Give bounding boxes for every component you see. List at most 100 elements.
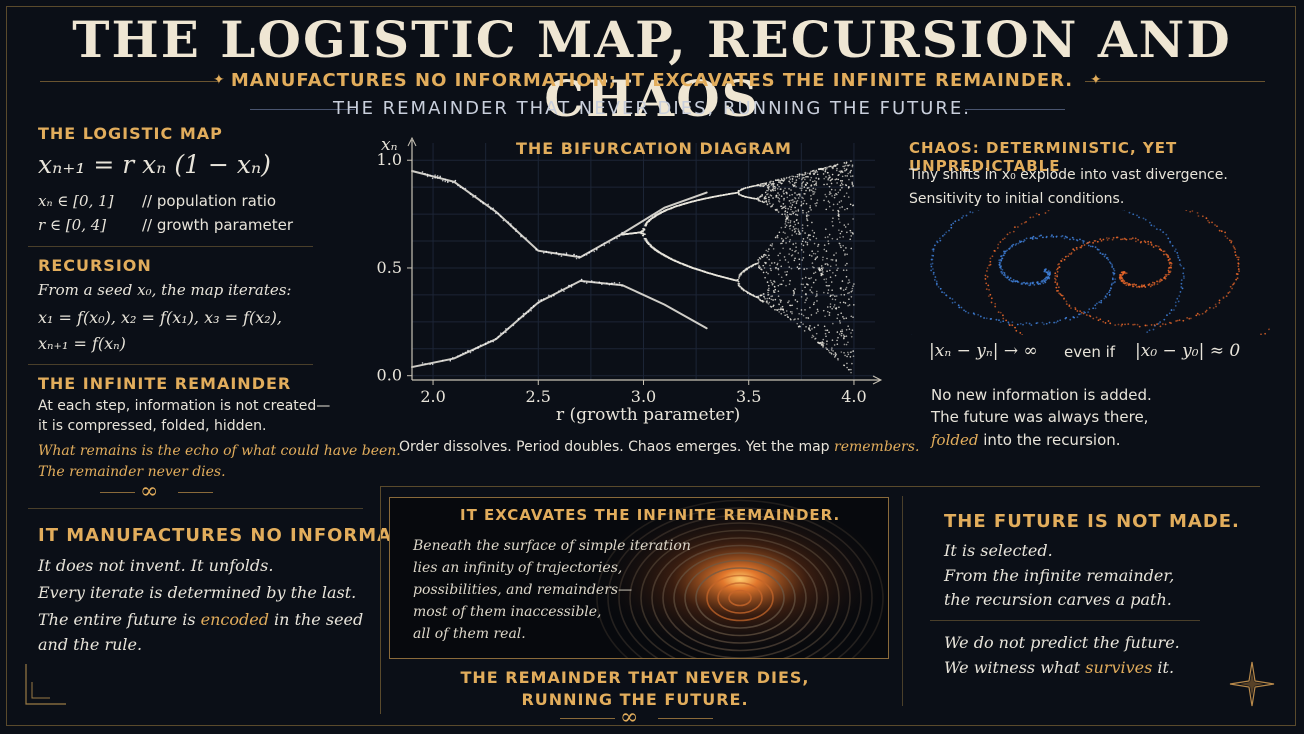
data-point xyxy=(811,336,813,339)
spiral-point xyxy=(1166,273,1168,276)
data-point xyxy=(643,233,646,236)
data-point xyxy=(834,354,837,357)
data-point xyxy=(804,309,806,311)
data-point xyxy=(778,311,780,313)
spiral-point xyxy=(1211,221,1213,224)
spiral-point xyxy=(1023,281,1025,284)
data-point xyxy=(547,294,550,297)
data-point xyxy=(795,210,797,212)
data-point xyxy=(578,257,580,259)
spiral-point xyxy=(1185,210,1188,212)
data-point xyxy=(709,272,711,275)
data-point xyxy=(452,181,454,184)
spiral-point xyxy=(994,305,997,308)
spiral-point xyxy=(1010,280,1013,282)
data-point xyxy=(813,183,816,186)
data-point xyxy=(795,200,798,203)
data-point xyxy=(545,251,548,253)
spiral-point xyxy=(1073,249,1076,252)
data-point xyxy=(459,354,462,356)
spiral-point xyxy=(1178,319,1181,321)
data-point xyxy=(827,292,829,294)
data-point xyxy=(785,216,788,218)
manufactures-line: It does not invent. It unfolds. xyxy=(38,556,274,575)
data-point xyxy=(774,187,776,190)
data-point xyxy=(761,294,763,296)
data-point xyxy=(608,283,611,286)
spiral-point xyxy=(1133,283,1136,286)
data-point xyxy=(828,284,831,287)
data-point xyxy=(845,286,848,289)
spiral-point xyxy=(1151,281,1154,284)
data-point xyxy=(756,198,758,200)
data-point xyxy=(780,265,783,268)
data-point xyxy=(809,325,811,327)
data-point xyxy=(817,243,820,246)
data-point xyxy=(800,283,803,286)
data-point xyxy=(778,200,781,203)
spiral-point xyxy=(1046,277,1049,280)
data-point xyxy=(839,301,842,304)
data-point xyxy=(848,368,850,371)
data-point xyxy=(645,239,648,241)
data-point xyxy=(812,303,815,306)
spiral-point xyxy=(989,293,992,296)
spiral-point xyxy=(1157,322,1160,325)
spiral-point xyxy=(1065,300,1068,303)
data-point xyxy=(431,363,434,366)
data-point xyxy=(831,220,834,223)
spiral-point xyxy=(1195,314,1198,317)
data-point xyxy=(793,211,795,214)
data-point xyxy=(809,289,811,291)
spiral-point xyxy=(1154,244,1157,247)
data-point xyxy=(837,313,839,316)
data-point xyxy=(616,283,618,286)
data-point xyxy=(644,223,647,226)
spiral-point xyxy=(1004,250,1007,253)
data-point xyxy=(774,236,777,239)
spiral-point xyxy=(1029,237,1032,240)
spiral-point xyxy=(1080,311,1083,314)
outer-frame xyxy=(6,6,1296,726)
data-point xyxy=(840,182,843,185)
data-point xyxy=(769,267,772,270)
vortex-ring xyxy=(684,559,796,637)
data-point xyxy=(768,258,770,261)
data-point xyxy=(801,224,804,226)
spiral-point xyxy=(950,226,953,229)
data-point xyxy=(813,266,815,269)
data-point xyxy=(763,253,766,256)
data-point xyxy=(850,368,852,371)
data-point xyxy=(833,306,835,308)
data-point xyxy=(851,181,853,184)
divider xyxy=(250,109,355,110)
data-point xyxy=(784,223,787,225)
vortex-ring xyxy=(651,537,829,658)
data-point xyxy=(776,187,779,190)
spiral-point xyxy=(1101,253,1104,256)
spiral-point xyxy=(1008,278,1011,281)
spiral-point xyxy=(1093,239,1096,242)
spiral-point xyxy=(1134,237,1137,240)
spiral-point xyxy=(1146,324,1148,327)
spiral-point xyxy=(1006,233,1009,236)
spiral-point xyxy=(1143,283,1146,286)
diamond-icon: ✦ xyxy=(213,72,225,88)
spiral-point xyxy=(985,282,988,285)
spiral-point xyxy=(1097,319,1100,322)
data-point xyxy=(827,240,830,242)
spiral-point xyxy=(988,264,991,267)
data-point xyxy=(780,312,783,315)
data-point xyxy=(797,208,800,211)
spiral-point xyxy=(1071,236,1074,239)
data-point xyxy=(603,244,606,247)
data-point xyxy=(764,200,766,203)
spiral-point xyxy=(1057,263,1059,266)
data-point xyxy=(802,209,804,212)
spiral-point xyxy=(1002,320,1005,323)
data-point xyxy=(825,195,828,198)
spiral-point xyxy=(1065,303,1068,306)
spiral-point xyxy=(1159,321,1161,323)
spiral-point xyxy=(1079,313,1082,315)
spiral-point xyxy=(951,298,954,300)
